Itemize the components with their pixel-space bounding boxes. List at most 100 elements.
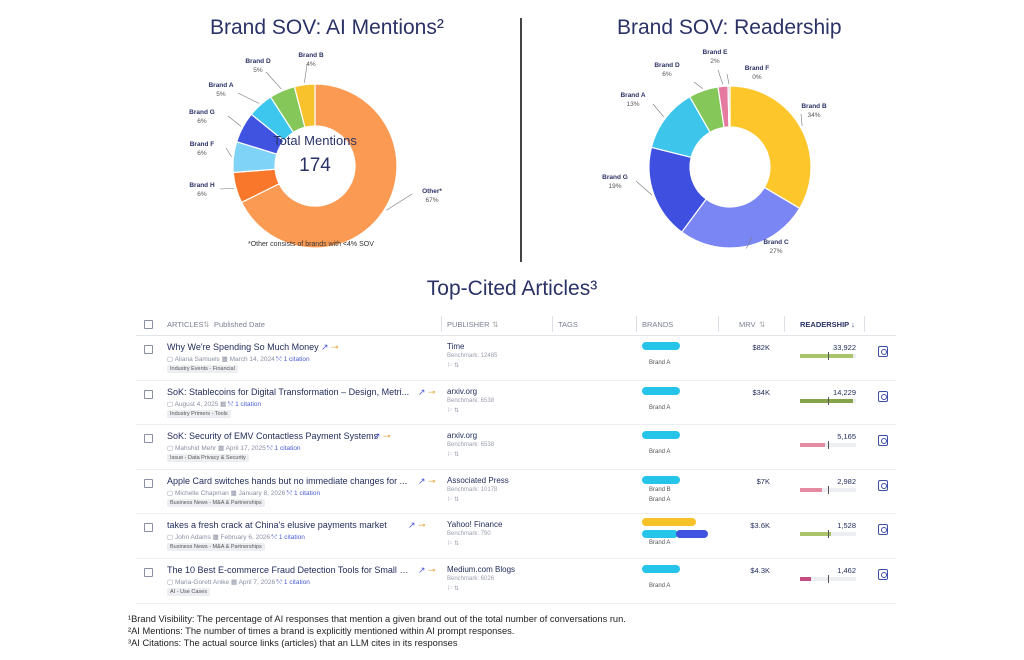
article-citations[interactable]: 1 citation	[283, 578, 310, 586]
publisher-name[interactable]: Time	[447, 342, 465, 351]
view-document-icon[interactable]	[878, 479, 888, 491]
article-title[interactable]: The 10 Best E-commerce Fraud Detection T…	[167, 564, 412, 575]
article-tag[interactable]: Industry Primers - Tools	[167, 409, 231, 418]
table-row[interactable]: The 10 Best E-commerce Fraud Detection T…	[136, 559, 896, 604]
brand-pill	[676, 530, 708, 539]
publisher-name[interactable]: Associated Press	[447, 475, 509, 485]
article-citations[interactable]: 1 citation	[274, 445, 301, 453]
leader-line	[635, 180, 653, 196]
article-author: Michelle Chapman	[174, 489, 229, 497]
flag-icon: ⚐ ⇅	[447, 452, 460, 459]
external-link-icon[interactable]: ↗ ⊸	[321, 342, 339, 352]
author-icon: ▢	[167, 400, 174, 408]
view-document-icon[interactable]	[878, 435, 888, 447]
readership-bar-fill	[800, 487, 822, 492]
slice-name-label: Brand F	[745, 65, 770, 72]
sort-icon[interactable]: ⇅	[203, 320, 210, 329]
slice-value-label: 6%	[662, 71, 672, 78]
mrv-value: $3.6K	[750, 521, 770, 531]
header-articles[interactable]: ARTICLES	[167, 320, 204, 329]
row-checkbox[interactable]	[144, 523, 153, 533]
footnotes: ¹Brand Visibility: The percentage of AI …	[128, 613, 626, 649]
slice-name-label: Brand E	[703, 49, 729, 56]
row-checkbox[interactable]	[144, 389, 153, 399]
table-row[interactable]: SoK: Security of EMV Contactless Payment…	[136, 425, 896, 470]
brand-pill	[642, 386, 680, 395]
header-brands[interactable]: BRANDS	[642, 320, 674, 329]
publisher-name[interactable]: Yahoo! Finance	[447, 520, 503, 530]
view-document-icon[interactable]	[878, 346, 888, 357]
article-title[interactable]: SoK: Security of EMV Contactless Payment…	[167, 431, 379, 442]
header-readership[interactable]: READERSHIP ↓	[800, 320, 855, 329]
article-title[interactable]: takes a fresh crack at China's elusive p…	[167, 520, 387, 531]
citation-icon: ⤲	[276, 356, 282, 363]
external-link-icon[interactable]: ↗ ⊸	[418, 475, 436, 486]
chart-divider	[520, 18, 522, 262]
brand-label: Brand B	[649, 486, 671, 493]
article-meta: ▢ August 4, 2025 ▦ ⤲ 1 citation	[167, 400, 261, 409]
slice-other	[240, 83, 398, 249]
article-citations[interactable]: 1 citation	[278, 534, 305, 542]
table-row[interactable]: Why We're Spending So Much Money ↗ ⊸ ▢ A…	[136, 336, 896, 381]
benchmark-tick	[828, 485, 829, 494]
slice-value-label: 4%	[306, 61, 316, 68]
leader-line	[304, 64, 308, 83]
publisher-name[interactable]: arxiv.org	[447, 386, 478, 396]
table-row[interactable]: SoK: Stablecoins for Digital Transformat…	[136, 381, 896, 426]
article-citations[interactable]: 1 citation	[283, 356, 310, 363]
article-tag[interactable]: AI - Use Cases	[167, 587, 210, 596]
slice-name-label: Brand A	[620, 92, 645, 99]
header-tags[interactable]: TAGS	[558, 320, 578, 329]
article-title[interactable]: Apple Card switches hands but no immedia…	[167, 475, 408, 486]
mrv-value: $34K	[752, 387, 770, 397]
leader-line	[652, 103, 665, 118]
slice-name-label: Brand C	[763, 239, 789, 246]
row-checkbox[interactable]	[144, 478, 153, 488]
top-cited-articles-title: Top-Cited Articles³	[426, 277, 598, 300]
readership-value: 14,229	[833, 387, 856, 397]
brand-pill	[642, 518, 696, 527]
view-document-icon[interactable]	[878, 524, 888, 536]
header-mrv[interactable]: MRV	[739, 320, 756, 329]
table-row[interactable]: takes a fresh crack at China's elusive p…	[136, 514, 896, 559]
row-checkbox[interactable]	[144, 345, 153, 354]
readership-value: 2,982	[837, 476, 856, 486]
publisher-name[interactable]: arxiv.org	[447, 431, 478, 441]
article-tag[interactable]: Business News - M&A & Partnerships	[167, 498, 265, 507]
flag-icon: ⚐ ⇅	[447, 585, 460, 592]
column-separator	[864, 316, 865, 332]
article-tag[interactable]: Business News - M&A & Partnerships	[167, 543, 265, 552]
article-tag[interactable]: Industry Events - Financial	[167, 365, 238, 373]
view-document-icon[interactable]	[878, 390, 888, 402]
external-link-icon[interactable]: ↗ ⊸	[418, 564, 436, 575]
citation-icon: ⤲	[228, 400, 234, 408]
external-link-icon[interactable]: ↗ ⊸	[418, 386, 436, 397]
footnote-3: ³AI Citations: The actual source links (…	[128, 638, 458, 648]
calendar-icon: ▦	[230, 578, 238, 586]
header-published-date[interactable]: Published Date	[214, 320, 265, 329]
publisher-name[interactable]: Medium.com Blogs	[447, 564, 516, 574]
table-row[interactable]: Apple Card switches hands but no immedia…	[136, 470, 896, 515]
header-publisher[interactable]: PUBLISHER	[447, 320, 490, 329]
view-document-icon[interactable]	[878, 568, 888, 580]
article-tag[interactable]: Issue - Data Privacy & Security	[167, 454, 249, 463]
external-link-icon[interactable]: ↗ ⊸	[373, 431, 391, 442]
benchmark-tick	[828, 352, 829, 360]
article-citations[interactable]: 1 citation	[235, 400, 262, 408]
readership-value: 1,462	[837, 565, 856, 575]
select-all-checkbox[interactable]	[144, 320, 153, 329]
sort-icon[interactable]: ⇅	[492, 320, 499, 329]
footnote-2: ²AI Mentions: The number of times a bran…	[128, 626, 515, 636]
sort-icon[interactable]: ⇅	[759, 320, 766, 329]
article-meta: ▢ Mahshid Mehr ▦ April 17, 2025 ⤲ 1 cita…	[167, 444, 301, 453]
author-icon: ▢	[167, 534, 174, 542]
row-checkbox[interactable]	[144, 567, 153, 577]
article-title[interactable]: Why We're Spending So Much Money	[167, 342, 319, 352]
slice-value-label: 6%	[197, 150, 207, 157]
row-checkbox[interactable]	[144, 434, 153, 444]
slice-name-label: Brand A	[208, 82, 233, 89]
article-title[interactable]: SoK: Stablecoins for Digital Transformat…	[167, 386, 410, 397]
article-citations[interactable]: 1 citation	[294, 489, 321, 497]
readership-bar-fill	[800, 354, 853, 358]
external-link-icon[interactable]: ↗ ⊸	[408, 520, 426, 531]
